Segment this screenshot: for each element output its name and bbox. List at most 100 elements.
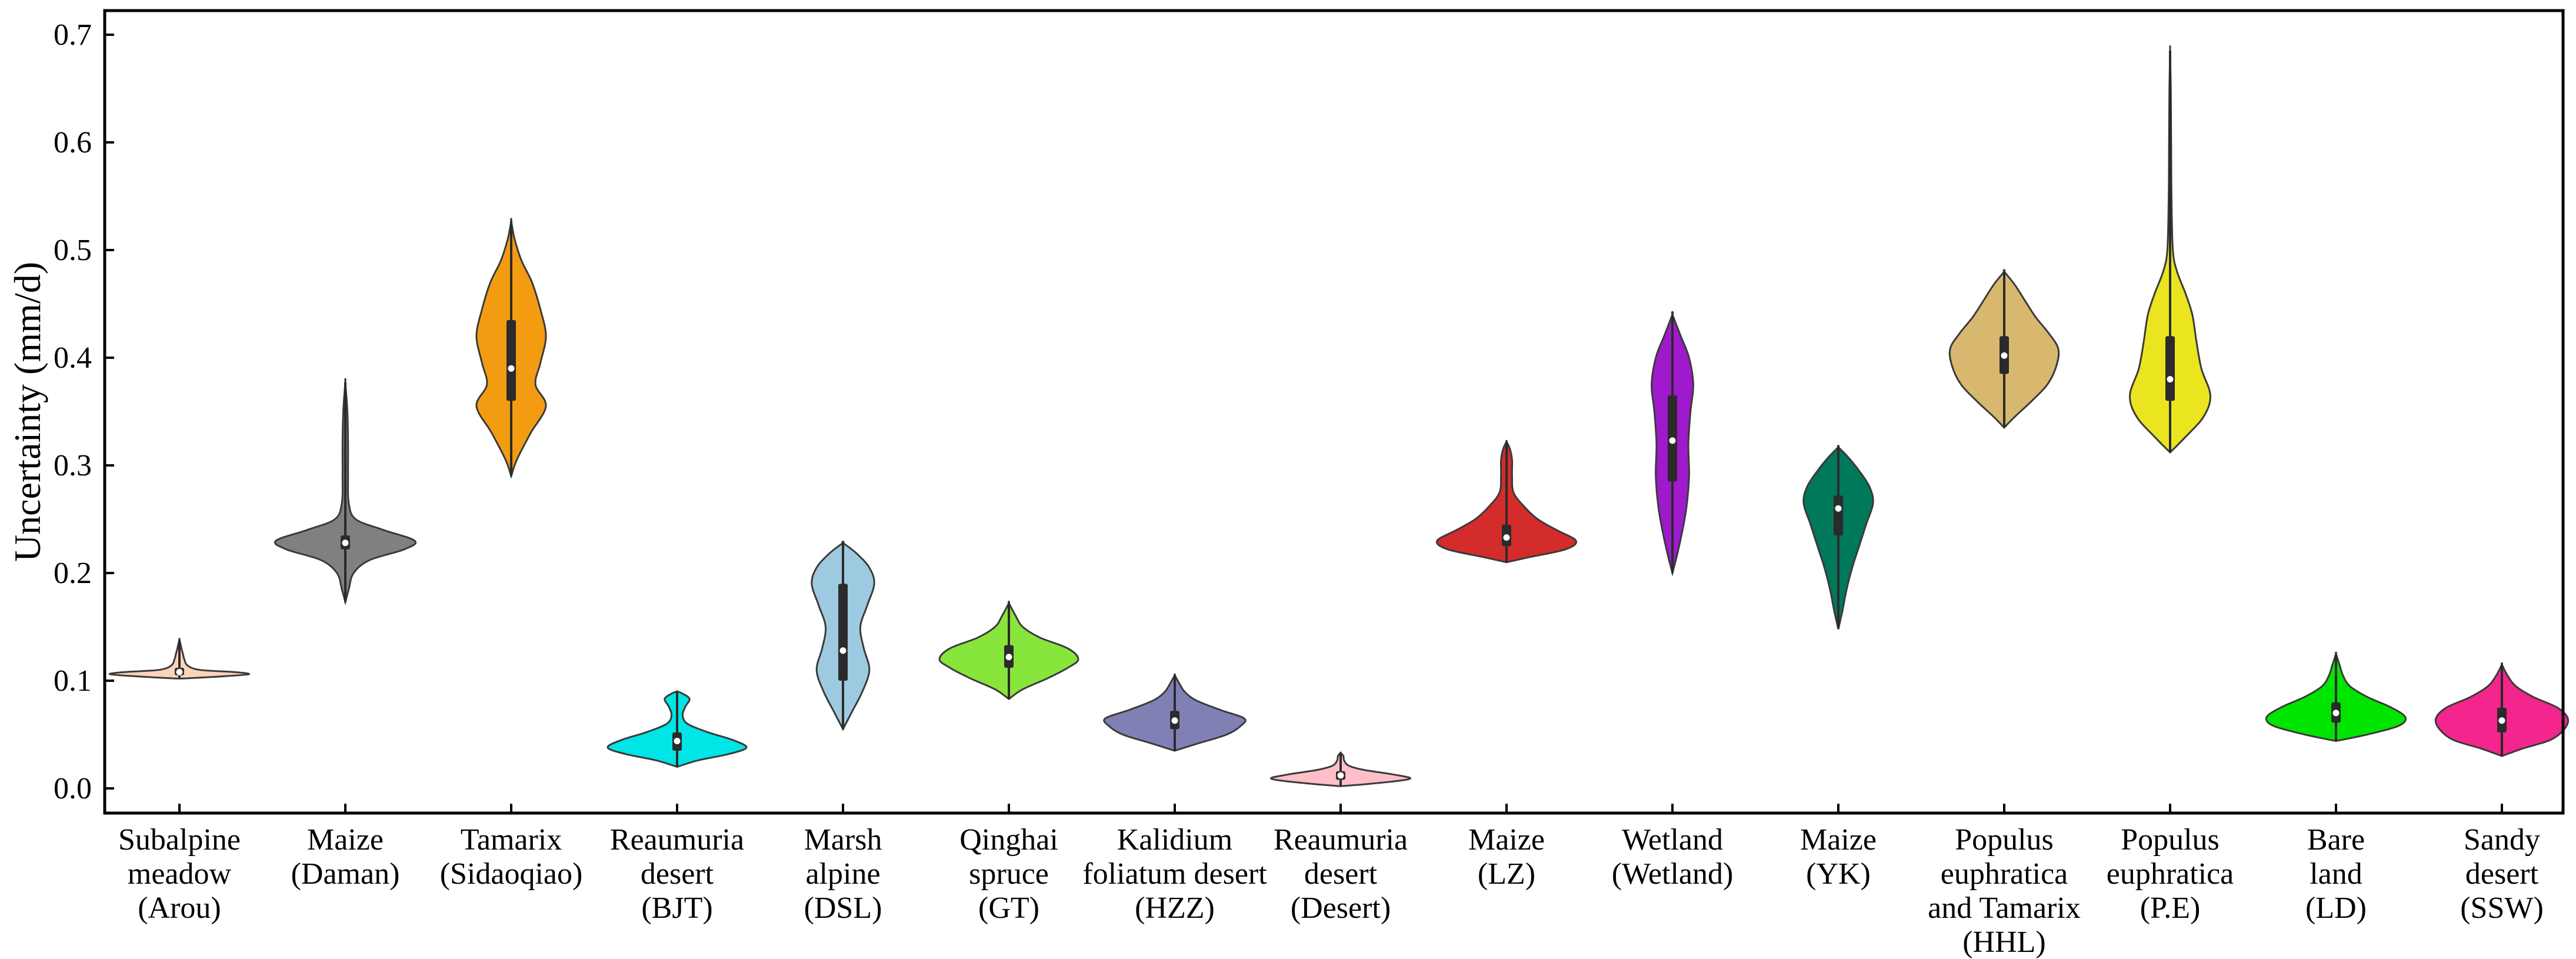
violin-14 [2265, 651, 2407, 742]
violin-5 [811, 541, 875, 731]
x-tick-label-line: Reaumuria [1274, 823, 1408, 857]
x-tick-label-line: (Arou) [138, 891, 221, 925]
plot-frame [103, 9, 2565, 815]
x-tick-label-line: euphratica [2107, 857, 2234, 891]
x-tick-label: Reaumuria desert (BJT) [610, 823, 744, 925]
x-tick-label-line: Maize [1800, 823, 1877, 857]
violin-iqr-box [838, 584, 848, 681]
x-tick-label-line: (LD) [2305, 891, 2367, 925]
y-tick-label: 0.3 [54, 449, 92, 482]
x-tick-label-line: (SSW) [2460, 891, 2544, 925]
violin-median [1171, 717, 1178, 724]
x-tick-label: Marsh alpine (DSL) [804, 823, 882, 925]
violin-median [2498, 717, 2505, 724]
x-tick-label: Maize (LZ) [1468, 823, 1545, 891]
violin-4 [606, 690, 748, 768]
x-tick-label: Populus euphratica and Tamarix (HHL) [1928, 823, 2081, 959]
x-tick-label-line: alpine [805, 857, 880, 891]
x-tick-label-line: (Desert) [1291, 891, 1391, 925]
x-tick-label-line: Tamarix [461, 823, 562, 857]
violins-layer [108, 45, 2570, 787]
y-tick-label: 0.4 [54, 341, 92, 375]
violin-iqr-box [2165, 336, 2175, 401]
violin-median [674, 737, 681, 744]
violin-12 [1948, 269, 2060, 429]
x-tick-label-line: (Wetland) [1612, 857, 1734, 891]
y-tick-label: 0.5 [54, 234, 92, 267]
x-tick-label: Bare land (LD) [2305, 823, 2367, 925]
x-tick-label-line: desert [1304, 857, 1378, 891]
x-tick-label: Tamarix (Sidaoqiao) [440, 823, 583, 891]
violin-median [342, 540, 349, 547]
x-tick-label-line: (BJT) [641, 891, 712, 925]
x-tick-label: Maize (YK) [1800, 823, 1877, 891]
x-tick-label-line: (DSL) [804, 891, 882, 925]
x-tick-label-line: Populus [1955, 823, 2054, 857]
violin-8 [1270, 751, 1411, 787]
violin-median [508, 365, 515, 372]
x-tick-label-line: Wetland [1622, 823, 1723, 857]
y-tick-label: 0.0 [54, 772, 92, 805]
x-tick-label-line: (HHL) [1962, 925, 2046, 959]
violin-1 [108, 638, 251, 680]
violin-median [2001, 352, 2008, 359]
x-tick-label-line: meadow [128, 857, 232, 891]
violin-median [1503, 534, 1510, 541]
x-tick-label-line: Maize [1468, 823, 1545, 857]
x-tick-label-line: (P.E) [2140, 891, 2201, 925]
x-tick-label: Sandy desert (SSW) [2460, 823, 2544, 925]
violin-9 [1436, 439, 1577, 564]
x-tick-label-line: (Daman) [291, 857, 400, 891]
x-tick-label-line: (LZ) [1478, 857, 1535, 891]
violin-iqr-box [1834, 495, 1843, 535]
violin-10 [1651, 311, 1694, 577]
x-tick-label-line: desert [641, 857, 714, 891]
x-tick-label-line: foliatum desert [1082, 857, 1267, 891]
x-tick-label: Kalidium foliatum desert (HZZ) [1082, 823, 1267, 925]
x-tick-label-line: Subalpine [118, 823, 241, 857]
violin-median [2332, 710, 2340, 717]
x-tick-label-line: Maize [307, 823, 384, 857]
x-axis: Subalpine meadow (Arou)Maize (Daman)Tamarix… [118, 804, 2544, 959]
x-tick-label-line: Qinghai [959, 823, 1058, 857]
y-tick-label: 0.7 [54, 18, 92, 52]
violin-median [1005, 654, 1012, 661]
x-tick-label-line: Marsh [804, 823, 882, 857]
violin-15 [2434, 662, 2570, 757]
x-tick-label-line: Reaumuria [610, 823, 744, 857]
violin-median [1835, 505, 1842, 512]
x-tick-label: Wetland (Wetland) [1612, 823, 1734, 891]
x-tick-label: Qinghai spruce (GT) [959, 823, 1058, 925]
violin-11 [1802, 445, 1874, 630]
x-tick-label-line: (Sidaoqiao) [440, 857, 583, 891]
violin-iqr-box [506, 319, 516, 401]
x-tick-label-line: spruce [969, 857, 1049, 891]
x-tick-label: Subalpine meadow (Arou) [118, 823, 241, 925]
violin-2 [274, 378, 417, 606]
x-tick-label-line: Kalidium [1117, 823, 1232, 857]
x-tick-label-line: Populus [2121, 823, 2220, 857]
x-tick-label: Populus euphratica (P.E) [2107, 823, 2234, 925]
x-tick-label: Reaumuria desert (Desert) [1274, 823, 1408, 925]
x-tick-label-line: Bare [2307, 823, 2365, 857]
y-axis-label: Uncertainty (mm/d) [6, 262, 48, 562]
x-tick-label-line: (YK) [1806, 857, 1871, 891]
x-tick-label-line: Sandy [2464, 823, 2540, 857]
violin-7 [1103, 673, 1247, 752]
x-tick-label: Maize (Daman) [291, 823, 400, 891]
violin-13 [2129, 45, 2211, 454]
y-tick-label: 0.1 [54, 664, 92, 698]
x-tick-label-line: euphratica [1941, 857, 2068, 891]
violin-median [176, 668, 183, 675]
violin-3 [475, 218, 547, 479]
violin-median [1337, 772, 1344, 779]
x-tick-label-line: (HZZ) [1135, 891, 1215, 925]
x-tick-label-line: and Tamarix [1928, 891, 2081, 925]
violin-median [2167, 376, 2174, 383]
x-tick-label-line: land [2310, 857, 2362, 891]
violin-6 [938, 601, 1079, 700]
x-tick-label-line: (GT) [978, 891, 1039, 925]
y-tick-label: 0.2 [54, 557, 92, 590]
